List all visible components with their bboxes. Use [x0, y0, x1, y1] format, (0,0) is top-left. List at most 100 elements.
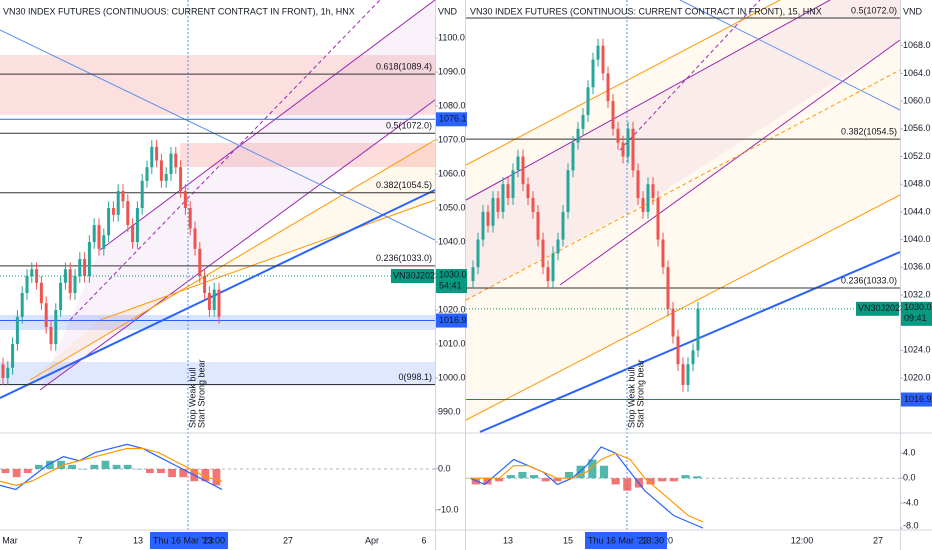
- price-tag-label: 1016.9: [439, 315, 467, 325]
- candle-body: [15, 316, 19, 344]
- macd-histogram-bar: [646, 478, 655, 485]
- candle-body: [536, 211, 540, 240]
- macd-histogram-bar: [46, 460, 54, 469]
- macd-histogram-bar: [68, 464, 77, 469]
- axis-unit: VND: [438, 6, 458, 16]
- macd-histogram-bar: [529, 475, 539, 479]
- countdown-label: 09:41: [904, 313, 927, 323]
- channel-line: [559, 39, 901, 286]
- candle-body: [73, 276, 77, 294]
- y-tick-label: 1040.0: [438, 236, 466, 246]
- candle-body: [217, 289, 221, 317]
- candle-body: [516, 156, 520, 171]
- candle-body: [54, 310, 58, 344]
- y-tick-label: 1090.0: [438, 66, 466, 76]
- candle-body: [471, 267, 475, 282]
- macd-tick-label: -8.0: [903, 520, 919, 530]
- candle-body: [691, 350, 695, 365]
- candle-body: [556, 239, 560, 254]
- chart-title: VN30 INDEX FUTURES (CONTINUOUS: CURRENT …: [3, 6, 355, 16]
- y-tick-label: 1010.0: [438, 338, 466, 348]
- channel-line: [39, 99, 436, 391]
- macd-histogram-bar: [611, 478, 620, 485]
- y-tick-label: 990.0: [438, 406, 461, 416]
- macd-tick-label: 0.0: [438, 463, 451, 473]
- macd-histogram-bar: [57, 460, 65, 469]
- macd-histogram-bar: [145, 468, 154, 474]
- macd-macd-line: [0, 443, 223, 491]
- candle-body: [656, 198, 660, 240]
- x-tick-label: 12:00: [791, 535, 814, 545]
- last-price-tag: [436, 269, 467, 294]
- fib-label: 0.382(1054.5): [841, 127, 897, 137]
- candle-body: [576, 128, 580, 143]
- macd-histogram-bar: [157, 468, 165, 474]
- trend-line: [0, 29, 436, 241]
- candle-body: [596, 45, 600, 60]
- candle-body: [159, 160, 163, 181]
- candle-body: [611, 101, 615, 129]
- fib-label: 0.618(1089.4): [376, 61, 432, 71]
- y-tick-label: 1068.0: [903, 40, 931, 50]
- candle-body: [83, 259, 87, 277]
- channel-mid: [619, 0, 761, 151]
- macd-histogram-bar: [34, 464, 43, 469]
- candle-body: [546, 267, 550, 282]
- symbol-tag-label: VN30J2023: [858, 303, 905, 313]
- candle-body: [68, 269, 72, 294]
- candle-body: [486, 211, 490, 226]
- candle-body: [116, 191, 120, 215]
- candle-body: [476, 239, 480, 268]
- candle-body: [59, 282, 63, 311]
- price-tag-label: 1076.1: [439, 114, 467, 124]
- y-tick-label: 1080.0: [438, 100, 466, 110]
- price-tag: [901, 392, 932, 407]
- macd-histogram-bar: [168, 468, 176, 478]
- fib-label: 0.236(1033.0): [376, 253, 432, 263]
- candle-body: [481, 211, 485, 240]
- candle-body: [63, 269, 67, 283]
- candle-body: [39, 282, 43, 304]
- macd-signal-line: [470, 452, 704, 523]
- macd-histogram-bar: [518, 471, 527, 479]
- y-tick-label: 1048.0: [903, 179, 931, 189]
- candle-body: [30, 269, 34, 277]
- macd-histogram-bar: [79, 468, 88, 470]
- trend-line: [479, 251, 901, 433]
- candle-body: [207, 293, 211, 311]
- macd-histogram-bar: [553, 478, 562, 482]
- last-price-label: 1030.0: [904, 302, 932, 312]
- candle-body: [140, 180, 144, 209]
- annotation: Stop Weak bull: [187, 368, 197, 428]
- y-tick-label: 1070.0: [438, 134, 466, 144]
- y-tick-label: 1032.0: [903, 289, 931, 299]
- channel-line: [465, 194, 901, 421]
- chart-title: VN30 INDEX FUTURES (CONTINUOUS: CURRENT …: [470, 6, 822, 16]
- y-tick-label: 1056.0: [903, 123, 931, 133]
- y-tick-label: 1052.0: [903, 151, 931, 161]
- candle-body: [174, 153, 178, 168]
- macd-histogram-bar: [669, 478, 678, 482]
- macd-histogram-bar: [564, 471, 574, 479]
- macd-tick-label: -10.0: [438, 504, 459, 514]
- macd-histogram-bar: [495, 478, 504, 482]
- highlight-time-box: [150, 532, 228, 549]
- candle-body: [541, 239, 545, 268]
- fib-label: 0.236(1033.0): [841, 275, 897, 285]
- candle-body: [87, 242, 91, 277]
- candle-body: [526, 184, 530, 199]
- candle-body: [671, 308, 675, 337]
- candle-body: [126, 201, 130, 226]
- macd-histogram-bar: [599, 465, 609, 479]
- macd-macd-line: [469, 446, 704, 529]
- channel-line: [99, 0, 436, 251]
- fib-label: 0.5(1072.0): [386, 121, 432, 131]
- macd-histogram-bar: [681, 475, 690, 479]
- candle-body: [1, 364, 5, 378]
- candle-body: [511, 170, 515, 199]
- channel-fill: [466, 0, 900, 300]
- annotation: Start Strong bear: [635, 359, 645, 428]
- x-tick-label: 7: [77, 535, 82, 545]
- macd-histogram-bar: [576, 465, 585, 479]
